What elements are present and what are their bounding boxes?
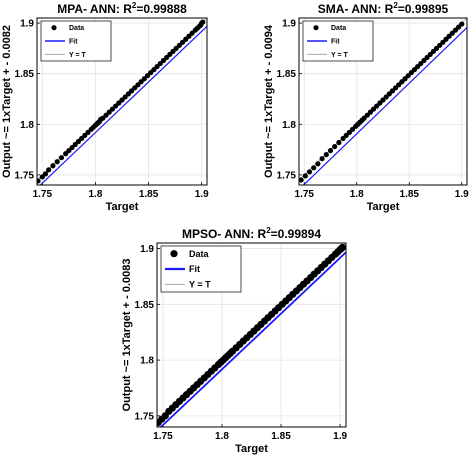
y-tick-label: 1.9 bbox=[20, 19, 34, 30]
fit-line bbox=[302, 27, 467, 185]
data-point bbox=[315, 161, 321, 167]
data-point bbox=[46, 167, 52, 173]
data-point bbox=[42, 171, 49, 177]
x-tick-label: 1.8 bbox=[350, 189, 364, 200]
legend-entry-label: Fit bbox=[331, 39, 340, 46]
legend-entry-label: Y = T bbox=[331, 52, 349, 59]
legend-data-marker bbox=[51, 25, 57, 31]
data-point bbox=[299, 177, 304, 183]
y-tick-label: 1.75 bbox=[277, 170, 297, 181]
y-tick-label: 1.85 bbox=[15, 69, 35, 80]
x-tick-label: 1.9 bbox=[195, 189, 209, 200]
legend-entry-label: Data bbox=[331, 25, 346, 32]
legend-entry-label: Data bbox=[189, 249, 210, 259]
y-axis-label: Output ~= 1xTarget + - 0.0094 bbox=[263, 24, 275, 178]
chart-title: MPSO- ANN: R2=0.99894 bbox=[182, 226, 321, 241]
data-point bbox=[302, 173, 308, 179]
data-point bbox=[323, 152, 329, 158]
legend-data-marker bbox=[313, 25, 319, 31]
x-axis-label: Target bbox=[106, 201, 139, 213]
data-point bbox=[336, 139, 342, 146]
legend: Data Fit Y = T bbox=[160, 245, 242, 293]
chart-panel-1: 1.75 1.8 1.85 1.9 1.75 1.8 1.85 1.9 MPA- ANN: R2… bbox=[1, 1, 209, 213]
x-tick-label: 1.75 bbox=[33, 189, 53, 200]
x-tick-label: 1.8 bbox=[215, 431, 229, 442]
axes-frame bbox=[298, 17, 468, 186]
y-tick-label: 1.75 bbox=[135, 411, 155, 422]
data-point bbox=[327, 147, 334, 154]
y-tick-label: 1.85 bbox=[135, 300, 155, 311]
data-point bbox=[37, 178, 41, 184]
data-point bbox=[338, 243, 346, 252]
data-point bbox=[459, 21, 465, 27]
fit-line bbox=[159, 251, 346, 427]
x-tick-label: 1.85 bbox=[271, 431, 291, 442]
axes-frame bbox=[156, 242, 347, 428]
y-tick-label: 1.8 bbox=[140, 356, 154, 367]
y-tick-label: 1.8 bbox=[282, 120, 296, 131]
legend-entry-label: Fit bbox=[189, 264, 200, 274]
data-point bbox=[50, 163, 56, 169]
data-point bbox=[332, 143, 338, 150]
x-tick-label: 1.85 bbox=[400, 189, 420, 200]
data-point bbox=[319, 156, 325, 162]
chart-panel-3: 1.75 1.8 1.85 1.9 1.75 1.8 1.85 1.9 MPSO- ANN: R… bbox=[121, 226, 347, 455]
x-tick-label: 1.85 bbox=[139, 189, 159, 200]
legend-entry-label: Fit bbox=[69, 39, 78, 46]
y-tick-label: 1.9 bbox=[282, 19, 296, 30]
x-tick-label: 1.75 bbox=[295, 189, 315, 200]
y-tick-label: 1.9 bbox=[140, 244, 154, 255]
data-point bbox=[306, 169, 313, 175]
x-tick-label: 1.9 bbox=[455, 189, 469, 200]
x-tick-label: 1.75 bbox=[153, 431, 173, 442]
data-point bbox=[54, 159, 60, 165]
x-tick-label: 1.9 bbox=[333, 431, 347, 442]
legend-entry-label: Data bbox=[69, 25, 84, 32]
legend-entry-label: Y = T bbox=[189, 280, 211, 290]
data-point bbox=[200, 19, 206, 25]
legend: Data Fit Y = T bbox=[40, 20, 112, 62]
y-tick-label: 1.85 bbox=[277, 69, 297, 80]
y-axis-label: Output ~= 1xTarget + - 0.0082 bbox=[1, 25, 13, 178]
x-axis-label: Target bbox=[235, 443, 268, 455]
legend: Data Fit Y = T bbox=[302, 20, 374, 62]
y-tick-label: 1.75 bbox=[15, 170, 35, 181]
legend-entry-label: Y = T bbox=[69, 52, 87, 59]
x-tick-label: 1.8 bbox=[88, 189, 102, 200]
fit-line bbox=[39, 25, 207, 185]
chart-title: MPA- ANN: R2=0.99888 bbox=[57, 1, 187, 16]
chart-title: SMA- ANN: R2=0.99895 bbox=[318, 1, 449, 16]
axes-frame bbox=[36, 17, 208, 186]
data-point bbox=[58, 155, 65, 161]
y-tick-label: 1.8 bbox=[20, 120, 34, 131]
chart-panel-2: 1.75 1.8 1.85 1.9 1.75 1.8 1.85 1.9 SMA- ANN: R2… bbox=[263, 1, 469, 213]
data-point bbox=[311, 165, 317, 171]
x-axis-label: Target bbox=[367, 201, 400, 213]
legend-data-marker bbox=[170, 250, 178, 258]
y-axis-label: Output ~= 1xTarget + - 0.0083 bbox=[121, 259, 133, 412]
